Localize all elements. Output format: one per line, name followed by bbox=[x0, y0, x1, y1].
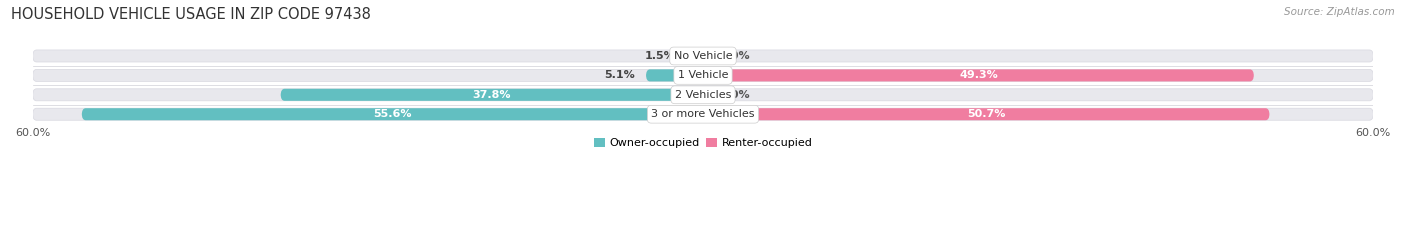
Legend: Owner-occupied, Renter-occupied: Owner-occupied, Renter-occupied bbox=[589, 134, 817, 153]
FancyBboxPatch shape bbox=[32, 69, 1374, 81]
FancyBboxPatch shape bbox=[82, 108, 703, 120]
Text: 3 or more Vehicles: 3 or more Vehicles bbox=[651, 109, 755, 119]
FancyBboxPatch shape bbox=[703, 108, 1270, 120]
Text: 49.3%: 49.3% bbox=[959, 70, 998, 80]
Text: 55.6%: 55.6% bbox=[373, 109, 412, 119]
FancyBboxPatch shape bbox=[32, 89, 1374, 101]
Text: 1.5%: 1.5% bbox=[644, 51, 675, 61]
Text: No Vehicle: No Vehicle bbox=[673, 51, 733, 61]
Text: 2 Vehicles: 2 Vehicles bbox=[675, 90, 731, 100]
Text: Source: ZipAtlas.com: Source: ZipAtlas.com bbox=[1284, 7, 1395, 17]
Text: HOUSEHOLD VEHICLE USAGE IN ZIP CODE 97438: HOUSEHOLD VEHICLE USAGE IN ZIP CODE 9743… bbox=[11, 7, 371, 22]
FancyBboxPatch shape bbox=[281, 89, 703, 101]
Text: 1 Vehicle: 1 Vehicle bbox=[678, 70, 728, 80]
FancyBboxPatch shape bbox=[32, 50, 1374, 62]
FancyBboxPatch shape bbox=[703, 69, 1254, 81]
FancyBboxPatch shape bbox=[686, 50, 703, 62]
Text: 5.1%: 5.1% bbox=[605, 70, 636, 80]
Text: 37.8%: 37.8% bbox=[472, 90, 512, 100]
FancyBboxPatch shape bbox=[645, 69, 703, 81]
Text: 50.7%: 50.7% bbox=[967, 109, 1005, 119]
Text: 0.0%: 0.0% bbox=[720, 51, 751, 61]
Text: 0.0%: 0.0% bbox=[720, 90, 751, 100]
FancyBboxPatch shape bbox=[32, 108, 1374, 120]
